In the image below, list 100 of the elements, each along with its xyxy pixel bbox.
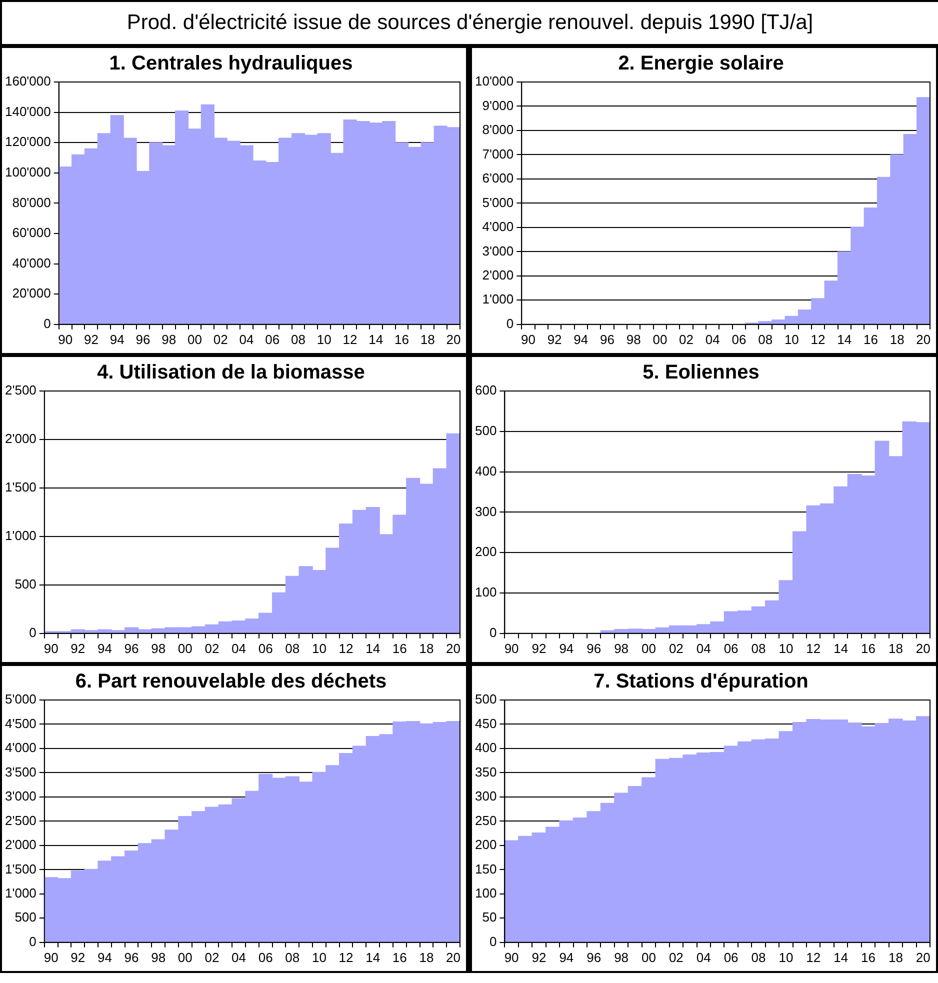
y-tick-label: 400 bbox=[474, 740, 497, 756]
x-tick-label: 08 bbox=[285, 640, 300, 656]
x-tick-label: 90 bbox=[44, 950, 58, 965]
x-tick-label: 08 bbox=[285, 950, 300, 965]
y-tick-label: 350 bbox=[474, 764, 497, 780]
x-tick-label: 20 bbox=[916, 332, 931, 347]
x-tick-label: 04 bbox=[239, 332, 254, 347]
y-tick-label: 2'000 bbox=[4, 837, 36, 852]
x-tick-label: 92 bbox=[532, 950, 546, 965]
x-tick-label: 08 bbox=[758, 332, 773, 347]
x-tick-label: 90 bbox=[58, 332, 73, 347]
chart-title: 1. Centrales hydrauliques bbox=[109, 52, 353, 75]
x-tick-label: 00 bbox=[642, 640, 656, 656]
y-tick-label: 2'000 bbox=[482, 268, 514, 282]
x-tick-label: 10 bbox=[784, 332, 799, 347]
x-tick-label: 02 bbox=[679, 332, 694, 347]
x-tick-label: 18 bbox=[888, 640, 903, 656]
chart-title: 4. Utilisation de la biomasse bbox=[97, 362, 365, 384]
y-tick-label: 8'000 bbox=[482, 122, 514, 138]
x-tick-label: 00 bbox=[178, 950, 192, 965]
y-tick-label: 4'000 bbox=[4, 740, 36, 756]
y-tick-label: 5'000 bbox=[4, 692, 36, 707]
y-tick-label: 1'000 bbox=[4, 528, 36, 544]
x-tick-label: 96 bbox=[586, 640, 602, 656]
x-tick-label: 98 bbox=[151, 950, 166, 965]
x-tick-label: 98 bbox=[614, 950, 629, 965]
y-tick-label: 1'500 bbox=[4, 861, 36, 876]
x-tick-label: 92 bbox=[84, 332, 98, 347]
x-tick-label: 10 bbox=[778, 950, 794, 965]
x-tick-label: 10 bbox=[312, 640, 326, 656]
x-tick-label: 94 bbox=[97, 950, 112, 965]
x-tick-label: 90 bbox=[44, 640, 58, 656]
y-tick-label: 500 bbox=[14, 910, 36, 925]
y-tick-label: 2'500 bbox=[4, 812, 36, 828]
x-tick-label: 16 bbox=[392, 640, 407, 656]
x-tick-label: 20 bbox=[916, 640, 930, 656]
y-tick-label: 600 bbox=[474, 382, 497, 398]
x-tick-label: 04 bbox=[696, 640, 711, 656]
x-tick-label: 18 bbox=[890, 332, 904, 347]
x-tick-label: 16 bbox=[861, 640, 876, 656]
y-tick-label: 60'000 bbox=[12, 225, 51, 240]
y-tick-label: 0 bbox=[489, 934, 497, 949]
y-tick-label: 0 bbox=[44, 316, 51, 331]
y-tick-label: 80'000 bbox=[12, 194, 51, 210]
x-tick-label: 08 bbox=[751, 640, 766, 656]
y-tick-label: 2'000 bbox=[4, 431, 36, 446]
y-tick-label: 500 bbox=[474, 692, 497, 707]
x-tick-label: 18 bbox=[420, 332, 435, 347]
x-tick-label: 06 bbox=[265, 332, 280, 347]
x-tick-label: 00 bbox=[652, 332, 668, 347]
y-tick-label: 0 bbox=[29, 624, 36, 640]
x-tick-label: 16 bbox=[394, 332, 410, 347]
x-tick-label: 20 bbox=[916, 950, 930, 965]
x-tick-label: 98 bbox=[151, 640, 166, 656]
y-tick-label: 200 bbox=[474, 837, 497, 852]
x-tick-label: 12 bbox=[338, 950, 354, 965]
x-tick-label: 02 bbox=[668, 640, 684, 656]
x-tick-label: 16 bbox=[861, 950, 876, 965]
x-tick-label: 10 bbox=[312, 950, 326, 965]
x-tick-label: 20 bbox=[446, 332, 461, 347]
y-tick-label: 0 bbox=[506, 316, 514, 331]
x-tick-label: 14 bbox=[837, 332, 852, 347]
x-tick-label: 14 bbox=[366, 640, 380, 656]
y-tick-label: 50 bbox=[482, 910, 497, 925]
y-tick-label: 10'000 bbox=[474, 74, 514, 89]
x-tick-label: 98 bbox=[162, 332, 176, 347]
y-tick-label: 1'000 bbox=[4, 886, 36, 900]
y-tick-label: 5'000 bbox=[482, 194, 514, 210]
x-tick-label: 18 bbox=[888, 950, 903, 965]
y-tick-label: 40'000 bbox=[12, 255, 51, 270]
x-tick-label: 98 bbox=[614, 640, 629, 656]
y-tick-label: 100 bbox=[474, 584, 497, 600]
x-tick-label: 92 bbox=[70, 640, 86, 656]
y-tick-label: 120'000 bbox=[4, 134, 51, 150]
x-tick-label: 12 bbox=[806, 640, 821, 656]
y-tick-label: 100 bbox=[474, 886, 497, 900]
y-tick-label: 100'000 bbox=[4, 164, 51, 180]
y-tick-label: 0 bbox=[29, 934, 36, 949]
x-tick-label: 20 bbox=[446, 640, 461, 656]
y-tick-label: 200 bbox=[474, 544, 497, 560]
x-tick-label: 00 bbox=[178, 640, 192, 656]
x-tick-label: 08 bbox=[291, 332, 306, 347]
x-tick-label: 06 bbox=[732, 332, 746, 347]
chart-title: 5. Eoliennes bbox=[642, 362, 760, 384]
y-tick-label: 4'500 bbox=[4, 716, 36, 731]
x-tick-label: 94 bbox=[559, 640, 574, 656]
x-tick-label: 18 bbox=[419, 640, 434, 656]
y-tick-label: 7'000 bbox=[482, 146, 514, 162]
x-tick-label: 16 bbox=[863, 332, 878, 347]
x-tick-label: 96 bbox=[600, 332, 614, 347]
x-tick-label: 94 bbox=[97, 640, 112, 656]
y-tick-label: 250 bbox=[474, 812, 497, 828]
x-tick-label: 18 bbox=[419, 950, 434, 965]
y-tick-label: 0 bbox=[489, 624, 497, 640]
x-tick-label: 20 bbox=[446, 950, 461, 965]
x-tick-label: 12 bbox=[342, 332, 358, 347]
x-tick-label: 90 bbox=[504, 950, 519, 965]
y-tick-label: 6'000 bbox=[482, 170, 514, 186]
x-tick-label: 96 bbox=[124, 950, 139, 965]
y-tick-label: 3'000 bbox=[4, 788, 36, 804]
